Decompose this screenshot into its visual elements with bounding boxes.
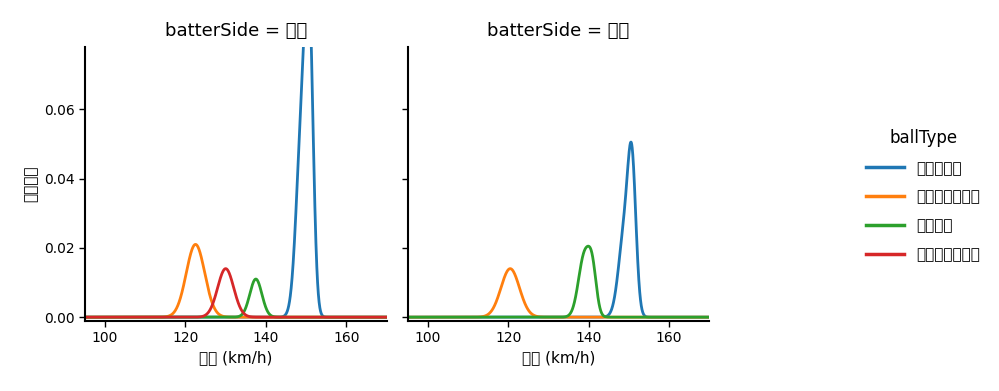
X-axis label: 球速 (km/h): 球速 (km/h)	[521, 351, 595, 366]
X-axis label: 球速 (km/h): 球速 (km/h)	[199, 351, 273, 366]
Legend: ストレート, ナックルカーブ, フォーク, チェンジアップ: ストレート, ナックルカーブ, フォーク, チェンジアップ	[860, 123, 986, 268]
Title: batterSide = 右打: batterSide = 右打	[488, 22, 629, 40]
Y-axis label: 確率密度: 確率密度	[23, 165, 38, 202]
Title: batterSide = 左打: batterSide = 左打	[165, 22, 307, 40]
